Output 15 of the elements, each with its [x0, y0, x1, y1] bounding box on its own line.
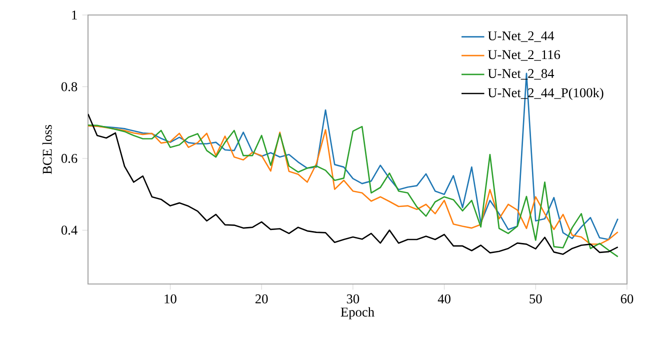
x-tick-label: 40 — [438, 294, 450, 304]
y-tick-label: 0.4 — [61, 226, 78, 235]
x-tick-label: 60 — [620, 294, 634, 304]
x-axis-title: Epoch — [340, 307, 374, 320]
legend-label: U-Net_2_44 — [488, 31, 554, 42]
y-tick-label: 0.8 — [61, 82, 78, 92]
x-tick-label: 20 — [255, 294, 268, 304]
x-tick-label: 50 — [530, 294, 542, 304]
y-tick-label: 1 — [72, 10, 77, 20]
y-axis-title: BCE loss — [42, 124, 52, 174]
x-tick-label: 30 — [346, 294, 360, 304]
legend-label: U-Net_2_116 — [488, 50, 560, 61]
x-tick-label: 10 — [164, 294, 176, 304]
legend-label: U-Net_2_84 — [488, 69, 554, 80]
y-tick-label: 0.6 — [61, 154, 78, 163]
